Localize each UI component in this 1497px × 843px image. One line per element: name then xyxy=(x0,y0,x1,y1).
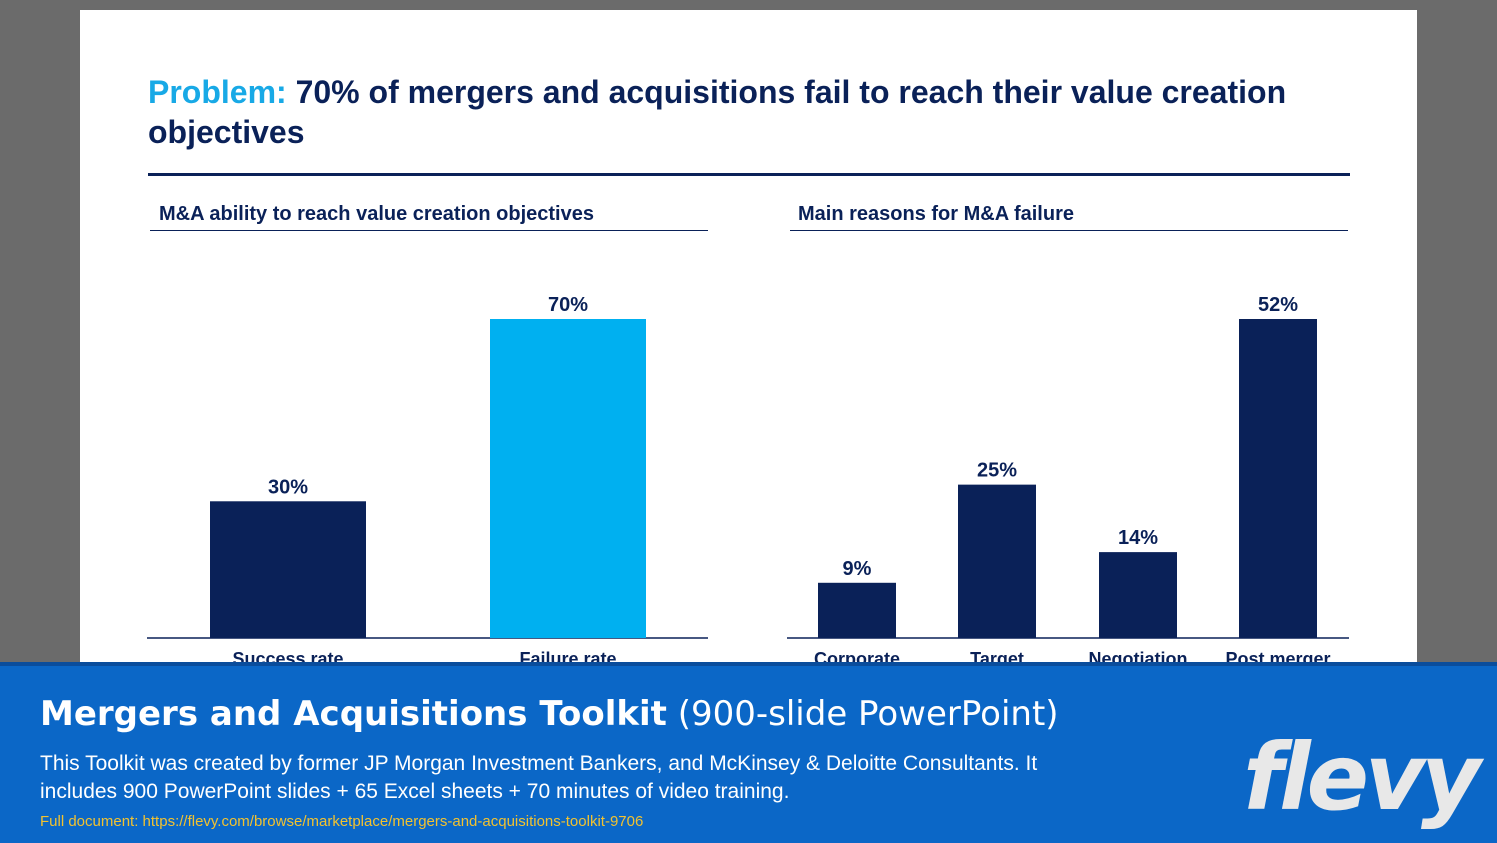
slide: Problem: 70% of mergers and acquisitions… xyxy=(80,10,1417,670)
title-text: 70% of mergers and acquisitions fail to … xyxy=(148,74,1287,150)
data-label: 30% xyxy=(268,476,308,498)
banner-title-sub: (900-slide PowerPoint) xyxy=(666,694,1059,734)
data-label: 9% xyxy=(843,558,872,580)
banner-title: Mergers and Acquisitions Toolkit (900-sl… xyxy=(40,692,1059,736)
left-chart-title-rule xyxy=(150,230,708,231)
bar xyxy=(490,319,646,638)
bar xyxy=(818,582,896,638)
data-label: 25% xyxy=(977,460,1017,482)
right-bar-chart: 9%Corporate25%Target14%Negotiation52%Pos… xyxy=(787,294,1349,669)
data-label: 70% xyxy=(548,294,588,316)
promo-banner: Mergers and Acquisitions Toolkit (900-sl… xyxy=(0,662,1497,843)
right-chart-title-rule xyxy=(790,230,1348,231)
document-link[interactable]: Full document: https://flevy.com/browse/… xyxy=(40,813,644,830)
left-chart-title: M&A ability to reach value creation obje… xyxy=(159,203,594,225)
bar xyxy=(1099,552,1177,638)
title-keyword: Problem: xyxy=(148,74,287,110)
banner-title-main: Mergers and Acquisitions Toolkit xyxy=(40,694,667,734)
data-label: 14% xyxy=(1118,527,1158,549)
bar xyxy=(210,501,366,638)
flevy-logo: flevy xyxy=(1243,724,1481,831)
data-label: 52% xyxy=(1258,294,1298,316)
right-chart-title: Main reasons for M&A failure xyxy=(798,203,1074,225)
bar xyxy=(958,484,1036,638)
slide-title: Problem: 70% of mergers and acquisitions… xyxy=(148,72,1358,152)
banner-description: This Toolkit was created by former JP Mo… xyxy=(40,752,1038,803)
bar xyxy=(1239,319,1317,638)
title-divider xyxy=(148,173,1350,176)
